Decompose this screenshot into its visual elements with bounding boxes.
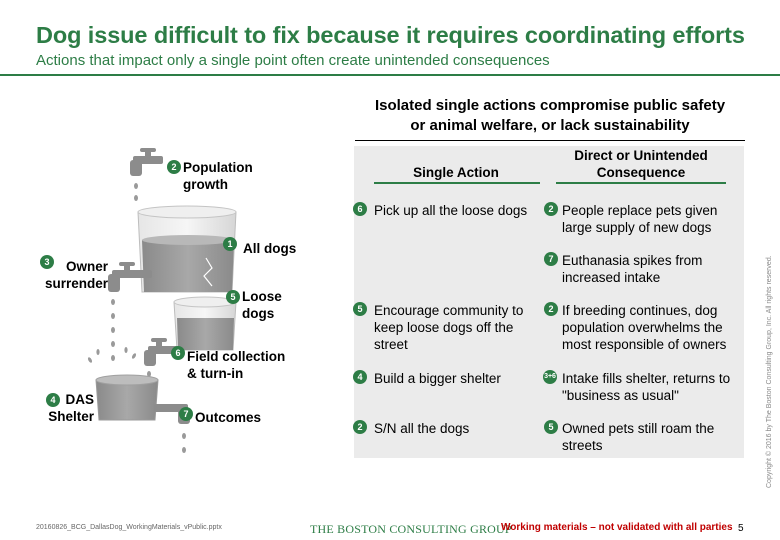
badge-owner-surrender: 3 (40, 255, 54, 269)
working-materials-note: Working materials – not validated with a… (501, 522, 733, 533)
label-all-dogs: All dogs (243, 241, 297, 256)
label-outcomes: Outcomes (195, 410, 262, 425)
row-5-action-badge: 2 (353, 420, 367, 434)
row-1-action: Pick up all the loose dogs (374, 203, 528, 218)
row-5-consequence-badge: 5 (544, 420, 558, 434)
drip-column-5 (182, 433, 186, 453)
page-subtitle: Actions that impact only a single point … (36, 52, 550, 69)
drip-column-4 (147, 371, 151, 377)
page-number: 5 (738, 523, 744, 534)
row-4-action: Build a bigger shelter (374, 371, 501, 386)
badge-das-shelter: 4 (46, 393, 60, 407)
row-3-consequence: If breeding continues, dog population ov… (562, 303, 727, 352)
panel-heading-divider (355, 140, 745, 141)
row-3-action-badge: 5 (353, 302, 367, 316)
row-3-consequence-badge: 2 (544, 302, 558, 316)
field-collection-faucet-icon (144, 338, 178, 366)
label-field-collection: Field collection & turn-in (187, 349, 286, 381)
panel-heading: Isolated single actions compromise publi… (374, 97, 726, 134)
badge-field-collection: 6 (171, 346, 185, 360)
company-logo: THE BOSTON CONSULTING GROUP (310, 522, 512, 536)
label-loose-dogs: Loose dogs (242, 289, 282, 321)
owner-surrender-faucet-icon (108, 262, 152, 292)
title-divider (0, 74, 780, 76)
row-5-consequence: Owned pets still roam the streets (562, 421, 715, 453)
label-das-shelter: DAS Shelter (48, 392, 94, 424)
badge-population: 2 (167, 160, 181, 174)
column-rule-consequence (556, 182, 726, 184)
das-shelter-bucket-icon (95, 374, 159, 421)
row-5-action: S/N all the dogs (374, 421, 470, 436)
row-2-consequence: Euthanasia spikes from increased intake (562, 253, 703, 285)
label-owner-surrender: Owner surrender (44, 259, 108, 291)
splash-drops (87, 347, 137, 363)
drip-column-2 (111, 299, 115, 361)
page-title: Dog issue difficult to fix because it re… (36, 22, 745, 48)
drip-column-1 (134, 183, 138, 201)
badge-outcomes: 7 (179, 407, 193, 421)
footer-filename: 20160826_BCG_DallasDog_WorkingMaterials_… (36, 524, 222, 531)
row-2-consequence-badge: 7 (544, 252, 558, 266)
copyright-notice: Copyright © 2016 by The Boston Consultin… (766, 255, 773, 488)
loose-dogs-bucket-icon (173, 296, 237, 351)
column-header-consequence: Direct or Unintended Consequence (574, 148, 708, 180)
row-4-action-badge: 4 (353, 370, 367, 384)
row-4-consequence-badge: 3+6 (543, 370, 557, 384)
badge-all-dogs: 1 (223, 237, 237, 251)
badge-loose-dogs: 5 (226, 290, 240, 304)
column-rule-action (374, 182, 540, 184)
row-3-action: Encourage community to keep loose dogs o… (374, 303, 524, 352)
row-1-action-badge: 6 (353, 202, 367, 216)
row-4-consequence: Intake fills shelter, returns to "busine… (562, 371, 731, 403)
row-1-consequence-badge: 2 (544, 202, 558, 216)
column-header-single-action: Single Action (413, 165, 499, 180)
top-faucet-icon (130, 148, 163, 176)
all-dogs-bucket-icon (137, 205, 237, 293)
row-1-consequence: People replace pets given large supply o… (562, 203, 718, 235)
label-population-growth: Population growth (183, 160, 253, 192)
faucet-bucket-illustration (87, 148, 237, 453)
